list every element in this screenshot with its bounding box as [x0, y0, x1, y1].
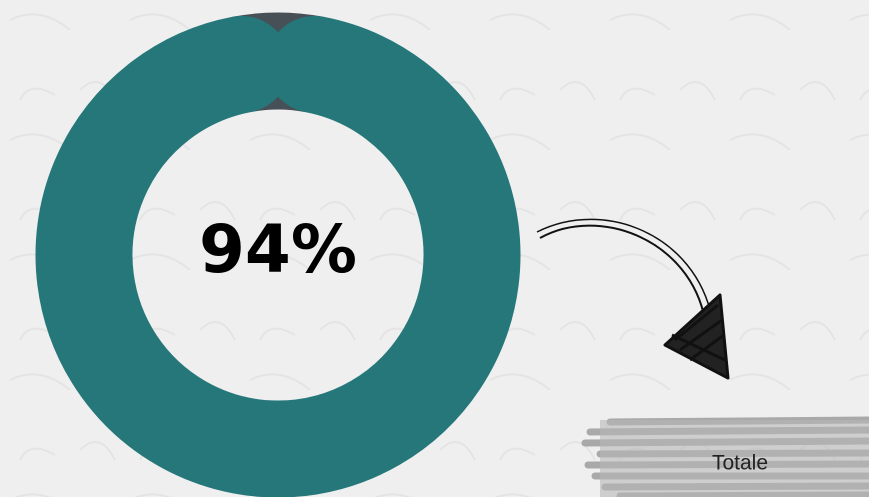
donut-segment: [35, 15, 521, 497]
arrow-stroke: [536, 218, 713, 319]
brush-fill: [600, 420, 869, 497]
center-label: 94%: [199, 211, 357, 288]
arrowhead: [663, 293, 730, 380]
arrow: [539, 224, 706, 321]
donut: [35, 12, 521, 497]
annotation: Totale: [712, 452, 768, 475]
